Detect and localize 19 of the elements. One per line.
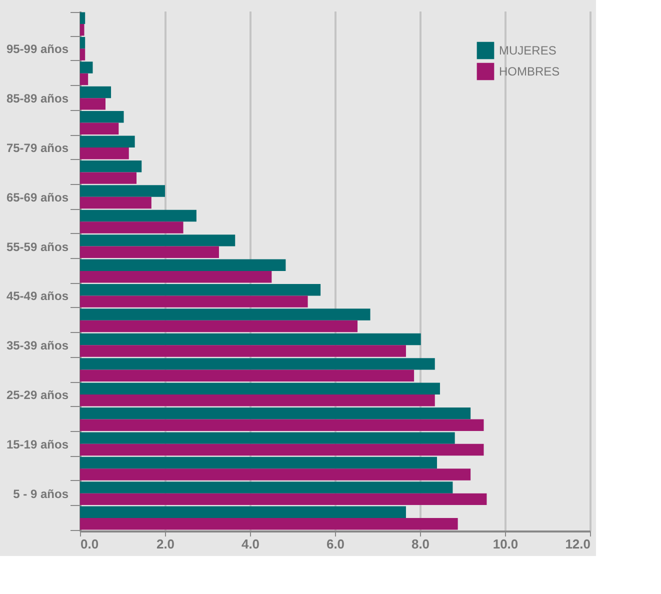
y-tick-label: 5 - 9 años: [13, 486, 69, 501]
x-tick-label: 10.0: [492, 536, 518, 552]
y-tick-label: 85-89 años: [6, 92, 69, 106]
y-tick-label: 55-59 años: [6, 240, 69, 254]
x-tick-label: 12.0: [565, 536, 590, 552]
y-tick-label: 95-99 años: [6, 42, 69, 56]
y-tick-label: 45-49 años: [6, 289, 69, 304]
x-tick-label: 4.0: [241, 536, 260, 552]
y-tick-label: 75-79 años: [6, 140, 69, 155]
legend-label: MUJERES: [499, 44, 556, 58]
y-tick-label: 65-69 años: [6, 190, 69, 204]
x-tick-label: 2.0: [156, 536, 175, 552]
x-tick-label: 0.0: [80, 536, 99, 552]
x-tick-label: 6.0: [326, 536, 345, 552]
y-tick-label: 25-29 años: [6, 388, 69, 402]
x-tick-label: 8.0: [411, 536, 430, 552]
legend-label: HOMBRES: [499, 64, 560, 78]
y-tick-label: 35-39 años: [6, 338, 69, 353]
y-tick-label: 15-19 años: [6, 437, 69, 452]
